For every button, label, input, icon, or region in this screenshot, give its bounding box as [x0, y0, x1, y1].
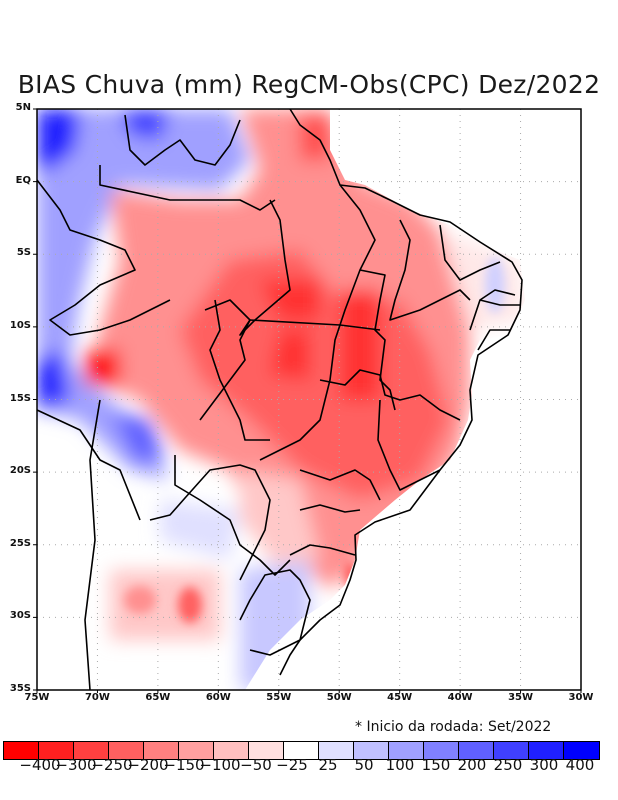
lon-tick-label: 30W — [568, 692, 594, 703]
state-border — [259, 184, 376, 461]
state-border — [389, 219, 471, 321]
state-border — [239, 199, 381, 336]
brazil-coast — [279, 108, 523, 676]
state-border — [299, 469, 381, 501]
strong-negative-bias-region — [260, 280, 320, 320]
border — [199, 299, 251, 421]
lon-tick-label: 45W — [387, 692, 413, 703]
state-border — [359, 269, 396, 411]
colorbar-label: 100 — [385, 756, 415, 774]
negative-bias-core — [178, 587, 202, 623]
border — [36, 409, 141, 521]
lat-tick-label: 15S — [9, 392, 31, 404]
ocean-mask — [245, 109, 581, 690]
weak-bias-region — [160, 500, 240, 560]
state-border — [477, 329, 510, 351]
colorbar-swatch — [39, 742, 74, 759]
colorbar-swatch — [529, 742, 564, 759]
lat-tick-label: 5N — [15, 102, 31, 113]
colorbar-swatch — [319, 742, 354, 759]
border — [209, 299, 270, 441]
border — [36, 179, 171, 336]
border — [174, 455, 291, 576]
border — [99, 165, 276, 211]
colorbar-swatch — [4, 742, 39, 759]
colorbar-label: −25 — [276, 756, 308, 774]
positive-bias-region — [110, 410, 165, 460]
colorbar-swatch — [389, 742, 424, 759]
border — [239, 569, 311, 656]
border — [149, 464, 271, 581]
colorbar-swatch — [214, 742, 249, 759]
colorbar-label: −250 — [91, 756, 133, 774]
colorbar-label: −300 — [55, 756, 97, 774]
state-border — [377, 399, 441, 491]
colorbar-label: 200 — [457, 756, 487, 774]
lat-tick-label: 35S — [9, 683, 31, 694]
colorbar-swatch — [424, 742, 459, 759]
lon-tick-label: 65W — [145, 692, 171, 703]
axis-ticks — [33, 108, 582, 693]
gridlines — [37, 109, 581, 690]
lat-tick-label: EQ — [15, 174, 31, 186]
colorbar-label: −200 — [127, 756, 169, 774]
lon-tick-label: 60W — [205, 692, 231, 703]
positive-bias-core — [485, 257, 505, 313]
strong-negative-bias-region — [85, 350, 120, 385]
colorbar-swatch — [459, 742, 494, 759]
colorbar-swatch — [179, 742, 214, 759]
negative-bias-region — [180, 250, 450, 500]
colorbar-swatch — [494, 742, 529, 759]
strong-negative-bias-region — [270, 330, 310, 380]
colorbar-swatch — [74, 742, 109, 759]
lon-tick-label: 55W — [266, 692, 292, 703]
border — [124, 114, 241, 166]
positive-bias-region — [37, 109, 250, 480]
coastlines-borders — [36, 108, 523, 691]
lon-tick-label: 40W — [447, 692, 473, 703]
lon-tick-label: 75W — [24, 692, 50, 703]
colorbar-label: 150 — [421, 756, 451, 774]
colorbar-swatch — [109, 742, 144, 759]
lat-tick-label: 20S — [9, 465, 31, 477]
state-border — [289, 544, 356, 556]
colorbar-swatch — [354, 742, 389, 759]
lat-tick-label: 10S — [9, 319, 31, 331]
state-border — [479, 299, 520, 306]
lat-tick-label: 25S — [9, 537, 31, 549]
state-border — [469, 289, 516, 331]
lat-tick-label: 5S — [16, 247, 31, 259]
colorbar-label: −100 — [199, 756, 241, 774]
run-start-note: * Inicio da rodada: Set/2022 — [355, 719, 552, 735]
colorbar-label: −150 — [163, 756, 205, 774]
lon-tick-label: 35W — [508, 692, 534, 703]
colorbar-label: −400 — [19, 756, 61, 774]
lon-tick-label: 70W — [84, 692, 110, 703]
border — [84, 399, 101, 691]
colorbar-swatch — [249, 742, 284, 759]
colorbar-swatch — [564, 742, 599, 759]
strong-positive-bias-region — [120, 109, 170, 140]
strong-positive-bias-region — [37, 350, 70, 410]
colorbar-label: 300 — [529, 756, 559, 774]
colorbar-label: −50 — [240, 756, 272, 774]
strong-positive-bias-region — [37, 109, 80, 170]
colorbar-label: 50 — [354, 756, 374, 774]
colorbar-swatch — [144, 742, 179, 759]
chart-title: BIAS Chuva (mm) RegCM-Obs(CPC) Dez/2022 — [17, 70, 601, 99]
colorbar-label: 400 — [565, 756, 595, 774]
negative-bias-core — [124, 586, 156, 614]
state-border — [319, 369, 461, 421]
colorbar-label: 25 — [318, 756, 338, 774]
state-border — [299, 504, 361, 513]
strong-negative-bias-region — [300, 115, 330, 160]
lon-tick-label: 50W — [326, 692, 352, 703]
lat-tick-label: 30S — [9, 610, 31, 622]
colorbar-swatch — [284, 742, 319, 759]
state-border — [439, 224, 501, 281]
colorbar — [3, 741, 600, 760]
colorbar-label: 250 — [493, 756, 523, 774]
